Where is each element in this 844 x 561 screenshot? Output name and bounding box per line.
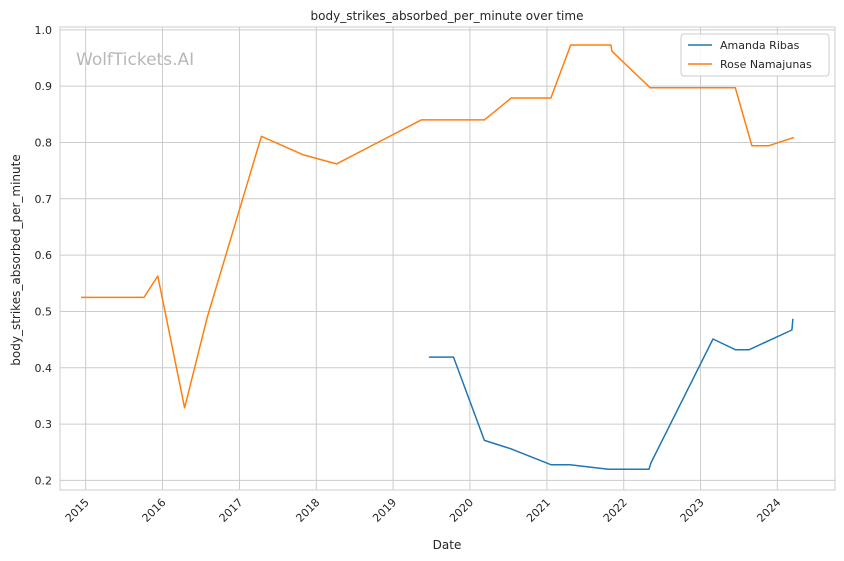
legend: Amanda Ribas Rose Namajunas — [680, 33, 830, 77]
chart-title: body_strikes_absorbed_per_minute over ti… — [311, 9, 584, 23]
legend-label: Amanda Ribas — [720, 39, 800, 52]
y-tick-label: 1.0 — [35, 24, 53, 37]
legend-label: Rose Namajunas — [720, 58, 812, 71]
y-axis-title: body_strikes_absorbed_per_minute — [9, 154, 23, 365]
series-line-rose-namajunas — [81, 44, 795, 409]
x-tick-label: 2015 — [63, 496, 92, 525]
x-tick-label: 2020 — [447, 496, 476, 525]
series-line-amanda-ribas — [428, 318, 794, 470]
x-axis-ticks: 2015 2016 2017 2018 2019 2020 2021 2022 2023 2024 — [63, 496, 784, 525]
x-tick-label: 2019 — [370, 496, 399, 525]
grid-lines — [60, 27, 835, 490]
y-tick-label: 0.7 — [35, 193, 53, 206]
x-axis-title: Date — [433, 538, 462, 552]
x-tick-label: 2022 — [601, 496, 630, 525]
x-tick-label: 2024 — [754, 496, 783, 525]
y-tick-label: 0.6 — [35, 249, 53, 262]
x-tick-label: 2018 — [293, 496, 322, 525]
y-tick-label: 0.9 — [35, 80, 53, 93]
y-tick-label: 0.2 — [35, 474, 53, 487]
y-tick-label: 0.3 — [35, 418, 53, 431]
x-tick-label: 2016 — [140, 496, 169, 525]
y-tick-label: 0.5 — [35, 305, 53, 318]
legend-box — [680, 33, 830, 77]
x-tick-label: 2017 — [217, 496, 246, 525]
plot-area — [59, 26, 836, 491]
y-axis-ticks: 0.2 0.3 0.4 0.5 0.6 0.7 0.8 0.9 1.0 — [35, 24, 53, 488]
y-tick-label: 0.4 — [35, 362, 53, 375]
series-lines — [81, 44, 795, 470]
x-tick-label: 2023 — [678, 496, 707, 525]
watermark: WolfTickets.AI — [76, 50, 194, 70]
y-tick-label: 0.8 — [35, 136, 53, 149]
x-tick-label: 2021 — [524, 496, 553, 525]
